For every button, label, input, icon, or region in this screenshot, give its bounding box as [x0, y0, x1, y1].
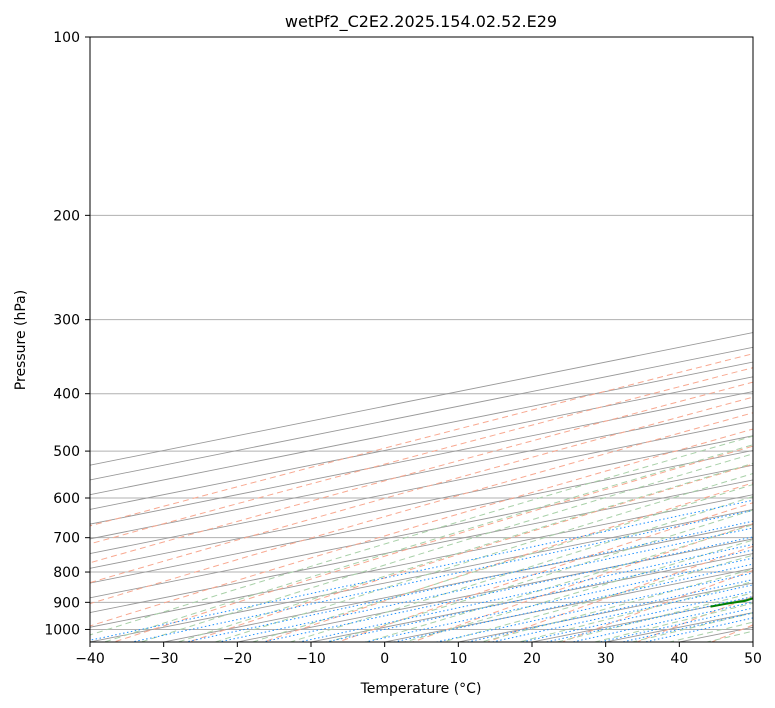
moist-adiabat — [90, 435, 753, 636]
mixing-ratio-line — [183, 520, 753, 642]
moist-adiabat — [440, 554, 753, 642]
x-tick-label: 20 — [523, 651, 541, 667]
y-axis-label: Pressure (hPa) — [13, 290, 29, 390]
chart-title: wetPf2_C2E2.2025.154.02.52.E29 — [285, 12, 557, 32]
dry-adiabat-lines — [90, 353, 753, 642]
mixing-ratio-line — [323, 549, 753, 642]
moist-adiabat — [102, 444, 753, 642]
x-tick-label: 40 — [670, 651, 688, 667]
mixing-ratio-line — [642, 617, 753, 642]
isotherm-line — [90, 479, 753, 613]
isotherm-line — [235, 538, 753, 642]
y-axis-ticks: 100 200 300 400 500 600 700 800 900 1000 — [44, 30, 90, 638]
isotherm-line — [90, 332, 753, 466]
plot-frame — [89, 36, 754, 643]
y-tick-label: 700 — [53, 531, 80, 547]
mixing-ratio-line — [216, 527, 753, 642]
dry-adiabat — [187, 463, 753, 642]
dry-adiabat — [112, 445, 753, 642]
moist-adiabat — [554, 592, 753, 642]
y-tick-label: 600 — [53, 491, 80, 507]
y-tick-label: 500 — [53, 444, 80, 460]
x-tick-label: 50 — [744, 651, 762, 667]
mixing-ratio-line — [296, 543, 753, 642]
isotherm-line — [161, 523, 753, 642]
x-tick-label: 0 — [380, 651, 389, 667]
x-tick-label: −30 — [149, 651, 179, 667]
isotherm-lines — [90, 332, 753, 642]
y-tick-label: 100 — [53, 30, 80, 46]
y-tick-label: 1000 — [44, 622, 80, 638]
dry-adiabat — [411, 523, 753, 642]
y-tick-label: 200 — [53, 208, 80, 224]
y-tick-label: 800 — [53, 565, 80, 581]
moist-adiabat — [213, 473, 753, 642]
x-axis-label: Temperature (°C) — [360, 681, 482, 697]
x-axis-ticks: −40 −30 −20 −10 0 10 20 30 40 50 — [75, 642, 762, 667]
dry-adiabat — [261, 482, 753, 642]
mixing-ratio-line — [620, 612, 753, 642]
dry-adiabat — [90, 428, 753, 627]
mixing-ratio-lines — [90, 499, 753, 642]
isotherm-line — [90, 464, 753, 599]
x-tick-label: −10 — [296, 651, 326, 667]
dry-adiabat — [486, 545, 753, 642]
x-tick-label: 10 — [449, 651, 467, 667]
dry-adiabat — [90, 353, 753, 527]
x-tick-label: −20 — [223, 651, 253, 667]
moist-adiabat-lines — [90, 435, 753, 642]
isotherm-line — [90, 435, 753, 569]
y-tick-label: 400 — [53, 387, 80, 403]
mixing-ratio-line — [260, 536, 753, 642]
x-tick-label: −40 — [75, 651, 105, 667]
isotherm-line — [90, 450, 753, 584]
moist-adiabat — [517, 581, 753, 642]
moist-adiabat — [250, 483, 753, 642]
mixing-ratio-line — [597, 607, 753, 642]
moist-adiabat — [176, 462, 753, 642]
moist-adiabat — [364, 524, 753, 642]
y-tick-label: 300 — [53, 313, 80, 329]
dry-adiabat — [635, 595, 753, 642]
dry-adiabat — [90, 412, 753, 605]
moist-adiabat — [288, 496, 753, 642]
plot-background — [90, 37, 753, 642]
y-tick-label: 900 — [53, 595, 80, 611]
isotherm-line — [90, 494, 753, 628]
isotherm-line — [90, 508, 753, 642]
isotherm-line — [90, 420, 753, 555]
dry-adiabat — [90, 367, 753, 545]
x-tick-label: 30 — [597, 651, 615, 667]
mixing-ratio-line — [90, 499, 753, 641]
pressure-gridlines — [90, 37, 753, 630]
